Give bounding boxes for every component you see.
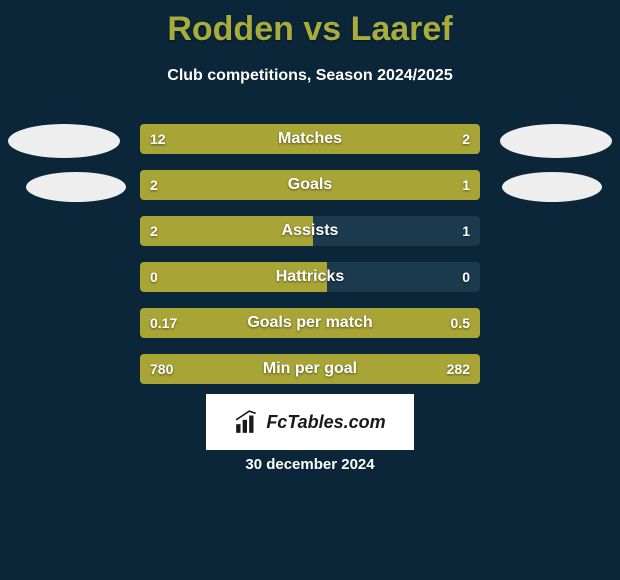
- stat-value-right: 2: [462, 124, 470, 154]
- stat-label: Assists: [140, 216, 480, 246]
- stat-value-right: 0.5: [451, 308, 470, 338]
- avatar-placeholder: [8, 124, 120, 158]
- snapshot-date: 30 december 2024: [0, 456, 620, 473]
- stat-label: Goals: [140, 170, 480, 200]
- left-player-avatars: [4, 124, 124, 202]
- stat-label: Goals per match: [140, 308, 480, 338]
- stat-value-right: 0: [462, 262, 470, 292]
- fctables-chart-icon: [234, 409, 260, 435]
- fctables-logo-link[interactable]: FcTables.com: [206, 394, 414, 450]
- comparison-title: Rodden vs Laaref: [0, 0, 620, 49]
- stat-row: 12 Matches 2: [140, 124, 480, 154]
- stat-value-right: 1: [462, 216, 470, 246]
- stat-rows-container: 12 Matches 2 2 Goals 1 2 Assists 1 0 Hat…: [140, 124, 480, 400]
- stat-label: Min per goal: [140, 354, 480, 384]
- stat-row: 0.17 Goals per match 0.5: [140, 308, 480, 338]
- stat-row: 780 Min per goal 282: [140, 354, 480, 384]
- comparison-subtitle: Club competitions, Season 2024/2025: [0, 67, 620, 85]
- fctables-logo-text: FcTables.com: [266, 412, 385, 433]
- stat-row: 0 Hattricks 0: [140, 262, 480, 292]
- stat-label: Hattricks: [140, 262, 480, 292]
- right-player-avatars: [496, 124, 616, 202]
- stat-row: 2 Goals 1: [140, 170, 480, 200]
- stat-label: Matches: [140, 124, 480, 154]
- stat-value-right: 282: [447, 354, 470, 384]
- avatar-placeholder: [26, 172, 126, 202]
- avatar-placeholder: [502, 172, 602, 202]
- stat-row: 2 Assists 1: [140, 216, 480, 246]
- stat-value-right: 1: [462, 170, 470, 200]
- avatar-placeholder: [500, 124, 612, 158]
